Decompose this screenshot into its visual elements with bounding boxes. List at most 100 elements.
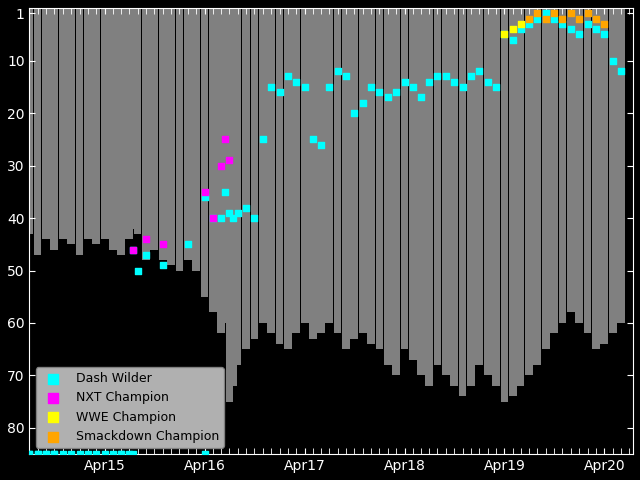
Dash Wilder [591,25,601,33]
Dash Wilder [291,78,301,85]
Bar [575,8,583,323]
Smackdown Champion [524,15,534,23]
Bar [559,8,566,323]
NXT Champion [200,188,210,196]
Dash Wilder [24,450,35,458]
Dash Wilder [349,109,359,117]
Dash Wilder [100,450,110,458]
Dash Wilder [33,450,43,458]
Bar [59,8,67,239]
Smackdown Champion [532,10,543,17]
Bar [442,8,450,375]
Dash Wilder [132,267,143,275]
Dash Wilder [249,214,259,222]
Bar [376,8,383,349]
Smackdown Champion [557,15,568,23]
Dash Wilder [366,83,376,91]
Bar [342,8,350,349]
NXT Champion [157,240,168,248]
Dash Wilder [499,31,509,38]
Bar [226,8,234,402]
NXT Champion [216,162,226,169]
Smackdown Champion [582,10,593,17]
Bar [609,8,616,334]
Bar [367,8,375,344]
Dash Wilder [228,214,239,222]
Dash Wilder [432,72,442,80]
Point [41,450,51,458]
Legend: Dash Wilder, NXT Champion, WWE Champion, Smackdown Champion: Dash Wilder, NXT Champion, WWE Champion,… [36,367,224,448]
Dash Wilder [599,31,609,38]
Dash Wilder [308,135,318,143]
Bar [534,8,541,365]
Bar [84,8,92,239]
Dash Wilder [232,209,243,216]
Dash Wilder [74,450,84,458]
Bar [175,8,183,271]
Dash Wilder [374,88,385,96]
Dash Wilder [41,450,51,458]
Dash Wilder [58,450,68,458]
Bar [268,8,275,334]
Bar [92,8,100,244]
Bar [542,8,550,349]
Dash Wilder [458,83,468,91]
Dash Wilder [208,214,218,222]
Dash Wilder [608,57,618,64]
Bar [142,8,150,260]
Dash Wilder [383,94,393,101]
Smackdown Champion [566,10,576,17]
Dash Wilder [532,15,543,23]
Dash Wilder [515,25,525,33]
Dash Wilder [316,141,326,148]
Bar [317,8,324,334]
Dash Wilder [358,99,368,107]
Dash Wilder [216,214,226,222]
Dash Wilder [141,251,151,259]
Bar [234,8,241,365]
Dash Wilder [128,246,138,253]
Bar [150,8,158,250]
NXT Champion [128,246,138,253]
Dash Wilder [616,67,626,75]
Dash Wilder [324,83,335,91]
Bar [509,8,516,396]
Dash Wilder [220,188,230,196]
Bar [129,8,137,228]
Smackdown Champion [591,15,601,23]
Smackdown Champion [574,15,584,23]
Dash Wilder [266,83,276,91]
Point [49,450,60,458]
Bar [76,8,83,255]
Bar [516,8,524,386]
Point [33,450,43,458]
Dash Wilder [341,72,351,80]
Dash Wilder [541,10,551,17]
Dash Wilder [582,20,593,28]
Smackdown Champion [599,20,609,28]
Dash Wilder [116,450,126,458]
Dash Wilder [183,240,193,248]
Bar [359,8,367,334]
Dash Wilder [574,31,584,38]
Bar [250,8,258,339]
Bar [567,8,575,312]
Bar [292,8,300,334]
Dash Wilder [415,94,426,101]
Dash Wilder [449,78,460,85]
Dash Wilder [124,450,134,458]
Dash Wilder [566,25,576,33]
Bar [259,8,267,323]
Bar [592,8,600,349]
Bar [417,8,424,375]
Bar [384,8,392,365]
Bar [184,8,192,260]
Point [116,450,126,458]
Bar [467,8,475,386]
Bar [167,8,175,265]
Bar [451,8,458,386]
Bar [201,8,209,297]
Dash Wilder [83,450,93,458]
Dash Wilder [157,262,168,269]
Bar [67,8,75,244]
